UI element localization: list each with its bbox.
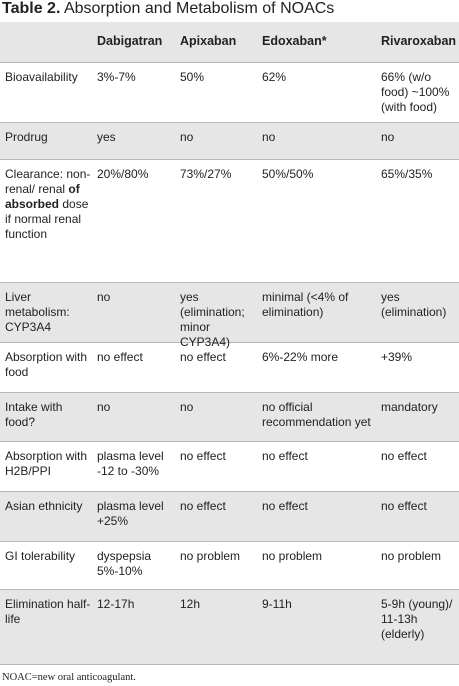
cell-text: dose if normal renal function [5, 197, 89, 241]
table-cell: plasma level -12 to -30% [97, 449, 164, 478]
table-cell: no effect [262, 449, 308, 463]
table-row: Elimination half-life 12-17h 12h 9-11h 5-9h … [0, 590, 459, 665]
footnote: NOAC=new oral anticoagulant. [2, 672, 136, 683]
row-label: Liver metabolism: CYP3A4 [5, 290, 70, 334]
table-cell: 65%/35% [381, 167, 433, 181]
table-cell: 50% [180, 70, 205, 84]
table-cell: 6%-22% more [262, 350, 339, 364]
table-cell: no [262, 130, 276, 144]
table-row: Absorption with H2B/PPI plasma level -12 … [0, 442, 459, 492]
table-cell: no [97, 290, 111, 304]
table-row: GI tolerability dyspepsia 5%-10% no proble… [0, 542, 459, 590]
table-row: Prodrug yes no no no [0, 123, 459, 160]
row-label: Absorption with food [5, 350, 88, 379]
title-text: Absorption and Metabolism of NOACs [63, 0, 335, 17]
table-cell: mandatory [381, 400, 438, 414]
table-row: Clearance: non-renal/ renal of absorbed … [0, 160, 459, 283]
table-cell: no official recommendation yet [262, 400, 371, 429]
row-label: GI tolerability [5, 549, 76, 563]
table-cell: dyspepsia 5%-10% [97, 549, 152, 578]
table-cell: yes [97, 130, 116, 144]
table-cell: no problem [381, 549, 442, 563]
table-cell: 66% (w/o food) ~100% (with food) [381, 70, 450, 114]
table-cell: 12h [180, 597, 201, 611]
table-cell: no effect [262, 499, 308, 513]
row-label: Clearance: non-renal/ renal of absorbed … [5, 167, 93, 242]
row-label: Prodrug [5, 130, 48, 144]
table-cell: 9-11h [262, 597, 292, 611]
table-row: Intake with food? no no no official recomme… [0, 393, 459, 442]
column-header: Apixaban [180, 34, 237, 48]
table-cell: 5-9h (young)/ 11-13h (elderly) [381, 597, 453, 641]
table-row: Bioavailability 3%-7% 50% 62% 66% (w/o food)… [0, 63, 459, 123]
table-cell: yes (elimination) [381, 290, 447, 319]
table-cell: no effect [97, 350, 143, 364]
header-row: Dabigatran Apixaban Edoxaban* Rivaroxaban [0, 22, 459, 63]
table-cell: no [381, 130, 395, 144]
table-cell: 73%/27% [180, 167, 232, 181]
row-label: Intake with food? [5, 400, 63, 429]
row-label: Absorption with H2B/PPI [5, 449, 88, 478]
row-label: Elimination half-life [5, 597, 91, 626]
table-cell: no effect [180, 449, 226, 463]
row-label: Bioavailability [5, 70, 78, 84]
cell-text: of absorbed [5, 182, 80, 211]
title-label: Table 2. [2, 0, 61, 17]
table-cell: no effect [381, 499, 427, 513]
table-cell: plasma level +25% [97, 499, 164, 528]
table-cell: no effect [381, 449, 427, 463]
table-cell: no effect [180, 350, 226, 364]
table-cell: +39% [381, 350, 413, 364]
table-row: Liver metabolism: CYP3A4 no yes (eliminati… [0, 283, 459, 349]
table-cell: yes (elimination; minor CYP3A4) [180, 290, 245, 349]
table-cell: 50%/50% [262, 167, 314, 181]
table-cell: no [180, 130, 194, 144]
table-row: Asian ethnicity plasma level +25% no effec… [0, 492, 459, 542]
table-cell: minimal (<4% of elimination) [262, 290, 349, 319]
table-cell: 20%/80% [97, 167, 149, 181]
column-header: Rivaroxaban [381, 34, 457, 48]
column-header: Edoxaban* [262, 34, 327, 48]
table-cell: no problem [180, 549, 241, 563]
table-row: Absorption with food no effect no effect 6%… [0, 343, 459, 393]
table-cell: no problem [262, 549, 323, 563]
table-cell: no effect [180, 499, 226, 513]
cell-text: Clearance: non-renal/ renal [5, 167, 91, 196]
column-header: Dabigatran [97, 34, 163, 48]
table-title: Table 2. Absorption and Metabolism of NO… [2, 0, 334, 18]
table-cell: no [180, 400, 194, 414]
table-cell: 12-17h [97, 597, 135, 611]
table-cell: 62% [262, 70, 287, 84]
table-cell: 3%-7% [97, 70, 136, 84]
row-label: Asian ethnicity [5, 499, 83, 513]
table-cell: no [97, 400, 111, 414]
